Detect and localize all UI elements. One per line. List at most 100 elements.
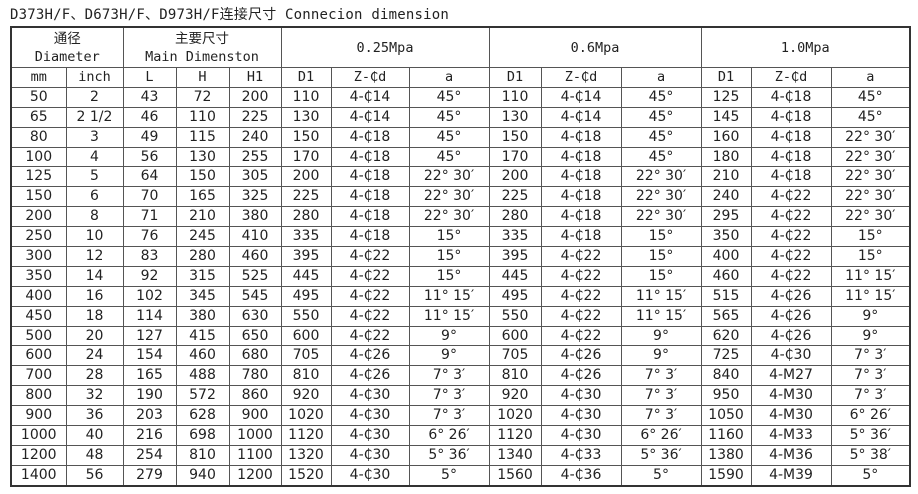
table-cell: 110 [175, 106, 230, 128]
table-cell: 7° 3′ [620, 385, 702, 407]
table-cell: 7° 3′ [408, 405, 490, 427]
table-cell: 4-₵18 [540, 226, 622, 248]
table-cell: 4-₵26 [750, 305, 832, 327]
table-cell: 628 [175, 405, 230, 427]
diameter-header-cn: 通径 [53, 30, 81, 47]
diameter-header-en: Diameter [34, 48, 100, 65]
table-cell: 45° [408, 106, 490, 128]
table-cell: 154 [122, 345, 177, 367]
table-cell: 200 [228, 86, 282, 108]
table-cell: 15° [620, 226, 702, 248]
table-cell: 14 [65, 265, 124, 287]
table-cell: 7° 3′ [408, 365, 490, 387]
table-cell: 300 [10, 246, 67, 267]
table-cell: 65 [10, 106, 67, 128]
table-row: 1000 40 216 698 1000 1120 4-₵30 6° 26′ 1120 4-₵30… [10, 425, 911, 446]
column-header: mm [10, 67, 67, 88]
table-cell: 2 [65, 86, 124, 108]
table-cell: 110 [280, 86, 332, 108]
table-cell: 460 [175, 345, 230, 367]
table-cell: 130 [488, 106, 542, 128]
table-cell: 56 [65, 464, 124, 487]
table-cell: 145 [700, 106, 752, 128]
table-cell: 125 [10, 166, 67, 188]
table-cell: 4-₵30 [540, 405, 622, 427]
table-cell: 100 [10, 146, 67, 168]
table-cell: 4-₵36 [540, 464, 622, 487]
table-cell: 225 [488, 186, 542, 208]
table-cell: 15° [408, 226, 490, 248]
table-cell: 22° 30′ [620, 206, 702, 228]
table-cell: 698 [175, 425, 230, 446]
table-cell: 5 [65, 166, 124, 188]
table-cell: 810 [175, 444, 230, 466]
table-cell: 200 [488, 166, 542, 188]
table-cell: 650 [228, 325, 282, 347]
table-cell: 1020 [488, 405, 542, 427]
table-cell: 4-₵18 [540, 206, 622, 228]
table-cell: 80 [10, 126, 67, 148]
table-cell: 4-M39 [750, 464, 832, 487]
table-cell: 380 [228, 206, 282, 228]
table-row: 600 24 154 460 680 705 4-₵26 9° 705 4-₵26 9° 725 4-₵… [10, 345, 911, 367]
table-cell: 5° 38′ [830, 444, 911, 466]
table-cell: 415 [175, 325, 230, 347]
table-cell: 4-₵14 [330, 106, 410, 128]
table-cell: 1400 [10, 464, 67, 487]
table-cell: 5° 36′ [830, 425, 911, 446]
table-cell: 5° 36′ [408, 444, 490, 466]
table-cell: 4-₵26 [330, 345, 410, 367]
table-cell: 4-₵26 [750, 285, 832, 307]
table-cell: 4-₵30 [330, 405, 410, 427]
table-cell: 7° 3′ [620, 405, 702, 427]
table-cell: 280 [488, 206, 542, 228]
table-cell: 345 [175, 285, 230, 307]
table-cell: 4-₵26 [750, 325, 832, 347]
table-cell: 4-₵18 [540, 186, 622, 208]
table-cell: 4-M30 [750, 405, 832, 427]
table-cell: 450 [10, 305, 67, 327]
table-cell: 4-M33 [750, 425, 832, 446]
table-cell: 600 [488, 325, 542, 347]
table-row: 100 4 56 130 255 170 4-₵18 45° 170 4-₵18 45° 180 4-₵… [10, 146, 911, 168]
table-cell: 11° 15′ [408, 285, 490, 307]
table-cell: 50 [10, 86, 67, 108]
table-cell: 4-₵18 [330, 146, 410, 168]
table-cell: 4-₵18 [330, 206, 410, 228]
table-cell: 10 [65, 226, 124, 248]
table-cell: 940 [175, 464, 230, 487]
table-cell: 72 [175, 86, 230, 108]
table-cell: 130 [175, 146, 230, 168]
table-cell: 6° 26′ [408, 425, 490, 446]
table-cell: 525 [228, 265, 282, 287]
table-cell: 4-₵30 [540, 385, 622, 407]
table-cell: 56 [122, 146, 177, 168]
table-cell: 114 [122, 305, 177, 327]
table-cell: 7° 3′ [620, 365, 702, 387]
main-dimension-header-cn: 主要尺寸 [175, 30, 229, 47]
table-cell: 7° 3′ [830, 365, 911, 387]
table-cell: 4-₵18 [330, 186, 410, 208]
table-cell: 45° [408, 86, 490, 108]
table-cell: 6° 26′ [620, 425, 702, 446]
table-cell: 200 [10, 206, 67, 228]
table-cell: 4-₵18 [750, 146, 832, 168]
table-cell: 1000 [228, 425, 282, 446]
table-cell: 9° [830, 325, 911, 347]
table-cell: 4-₵22 [540, 246, 622, 267]
table-row: 1200 48 254 810 1100 1320 4-₵30 5° 36′ 1340 4-₵33… [10, 444, 911, 466]
table-row: 150 6 70 165 325 225 4-₵18 22° 30′ 225 4-₵18 22° 3… [10, 186, 911, 208]
table-cell: 725 [700, 345, 752, 367]
table-cell: 900 [10, 405, 67, 427]
table-cell: 1380 [700, 444, 752, 466]
table-cell: 150 [280, 126, 332, 148]
table-cell: 28 [65, 365, 124, 387]
table-cell: 102 [122, 285, 177, 307]
table-cell: 45° [830, 86, 911, 108]
table-cell: 15° [830, 226, 911, 248]
table-cell: 515 [700, 285, 752, 307]
table-cell: 8 [65, 206, 124, 228]
table-cell: 705 [280, 345, 332, 367]
table-cell: 45° [408, 146, 490, 168]
table-cell: 4-₵18 [750, 166, 832, 188]
